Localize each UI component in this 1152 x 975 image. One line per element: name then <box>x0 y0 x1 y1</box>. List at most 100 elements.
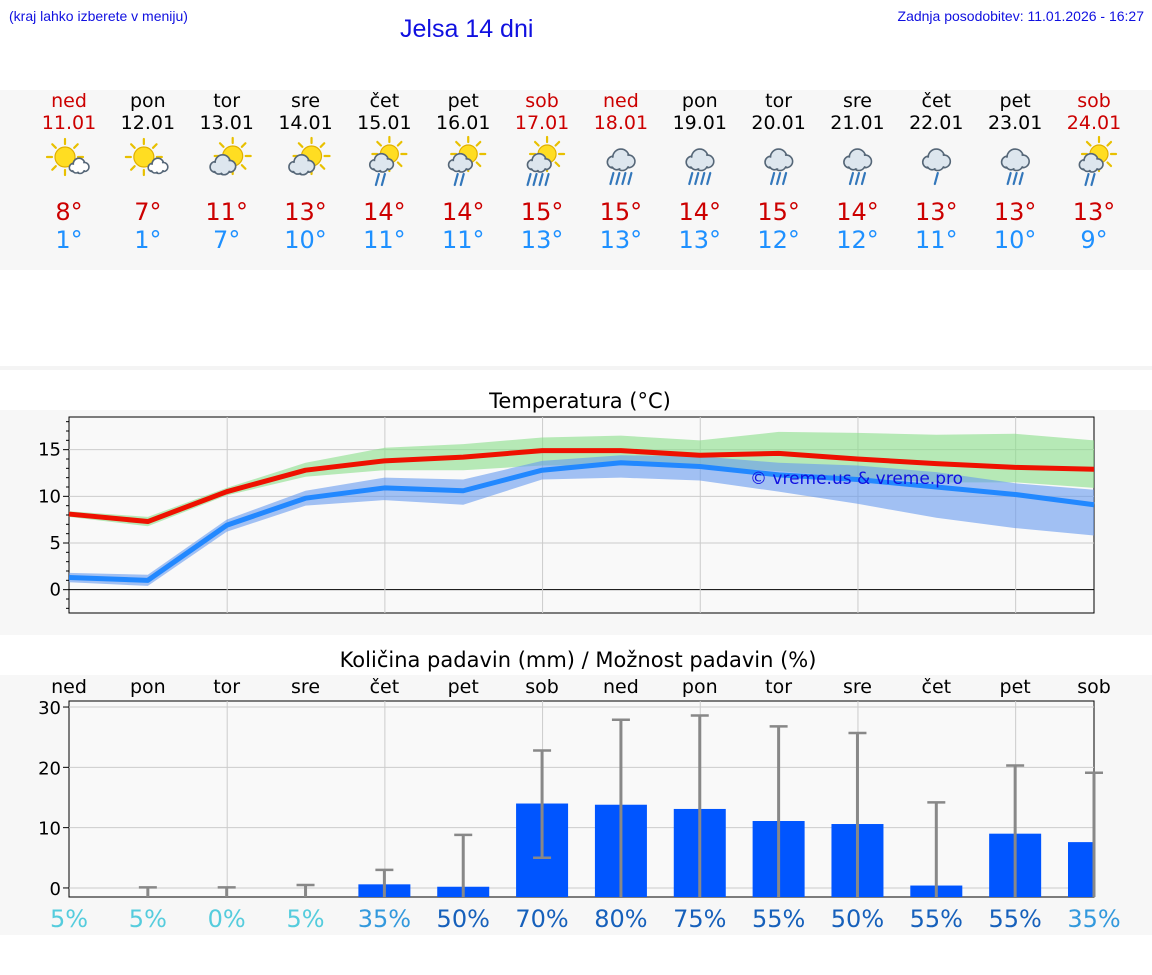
tmin-uncertainty-band <box>69 455 1094 586</box>
precip-probability: 50% <box>831 905 884 933</box>
partly-cloudy-icon <box>209 136 252 176</box>
max-temp: 8° <box>55 198 82 226</box>
min-temp: 7° <box>213 226 240 254</box>
partly-cloudy-icon <box>288 136 331 176</box>
precip-probability: 70% <box>515 905 568 933</box>
precip-day-label: sob <box>1077 676 1111 698</box>
cloud-shape <box>1078 152 1104 173</box>
day-date: 19.01 <box>673 112 727 134</box>
cloud-light-rain-icon <box>921 148 952 186</box>
day-name: sre <box>291 90 320 112</box>
min-temp: 13° <box>521 226 564 254</box>
precip-error-bar <box>690 714 709 897</box>
precip-error-bar <box>454 833 473 897</box>
precip-day-label: čet <box>922 676 952 698</box>
rain-drops <box>770 171 788 186</box>
min-temp: 11° <box>915 226 958 254</box>
day-date: 18.01 <box>594 112 648 134</box>
tmin-line <box>68 460 1095 583</box>
cloud-shape <box>843 148 873 172</box>
temperature-chart-title: Temperatura (°C) <box>488 389 671 413</box>
rain-drops <box>1084 172 1096 187</box>
precip-day-label: pet <box>448 676 479 698</box>
precip-day-label: pet <box>1000 676 1031 698</box>
precip-error-bar <box>927 801 946 897</box>
sun-cloud-rain-icon <box>368 135 408 187</box>
sun-disc <box>54 146 76 168</box>
precip-tick-label: 30 <box>38 698 61 719</box>
min-temp: 11° <box>363 226 406 254</box>
day-name: tor <box>765 90 792 112</box>
min-temp: 11° <box>442 226 485 254</box>
precip-error-bar <box>375 868 394 897</box>
sun-cloud-icon <box>124 137 169 177</box>
max-temp: 13° <box>994 198 1037 226</box>
cloud-rain-icon <box>764 148 794 186</box>
precip-chart-title: Količina padavin (mm) / Možnost padavin … <box>340 648 817 672</box>
day-date: 13.01 <box>199 112 253 134</box>
cloud-rain-icon <box>1000 148 1030 186</box>
precip-error-bar <box>217 886 236 897</box>
sun-cloud-rain-icon <box>1078 135 1118 187</box>
rain-drops <box>374 172 386 187</box>
temperature-tick-label: 10 <box>38 486 61 507</box>
rain-drops <box>933 171 939 186</box>
rain-drops <box>688 171 712 186</box>
sun-cloud-rain-icon <box>447 135 487 187</box>
precip-error-bar <box>296 883 315 897</box>
temperature-tick-label: 0 <box>50 580 61 601</box>
rain-drops <box>1006 171 1024 186</box>
sun-cloud-icon <box>45 137 90 177</box>
precip-day-label: sre <box>291 676 320 698</box>
cloud-shape <box>1000 148 1030 172</box>
precip-error-bar <box>611 718 630 897</box>
cloud-shape <box>209 154 237 176</box>
precip-error-bar <box>848 731 867 897</box>
empty-band <box>0 366 1152 370</box>
day-name: pon <box>682 90 718 112</box>
cloud-shape <box>606 148 636 172</box>
min-temp: 9° <box>1080 226 1107 254</box>
precip-day-label: tor <box>765 676 792 698</box>
day-name: sob <box>1077 90 1111 112</box>
max-temp: 7° <box>134 198 161 226</box>
precip-error-bar <box>769 725 788 897</box>
precip-day-label: sob <box>525 676 559 698</box>
watermark: © vreme.us & vreme.pro <box>750 469 963 489</box>
rain-drops <box>848 171 867 186</box>
precip-error-bar <box>533 749 552 860</box>
page-title: Jelsa 14 dni <box>400 15 534 43</box>
precip-bar <box>1068 842 1094 897</box>
max-temp: 14° <box>678 198 721 226</box>
day-date: 21.01 <box>830 112 884 134</box>
day-date: 16.01 <box>436 112 490 134</box>
cloud-shape <box>447 152 474 173</box>
cloud-rain-icon <box>843 148 873 186</box>
precip-error-bar <box>1006 764 1025 897</box>
precip-probability: 5% <box>286 905 324 933</box>
max-temp: 14° <box>442 198 485 226</box>
precip-probability: 0% <box>208 905 246 933</box>
day-date: 14.01 <box>278 112 332 134</box>
precip-probability: 50% <box>437 905 490 933</box>
precip-probability: 75% <box>673 905 726 933</box>
precip-probability: 5% <box>129 905 167 933</box>
day-name: pet <box>1000 90 1031 112</box>
cloud-shape <box>921 148 952 172</box>
rain-drops <box>453 172 465 187</box>
precip-day-label: pon <box>130 676 166 698</box>
precip-probability: 5% <box>50 905 88 933</box>
max-temp: 13° <box>915 198 958 226</box>
precip-tick-label: 10 <box>38 819 61 840</box>
cloud-shape <box>68 157 90 175</box>
day-name: tor <box>213 90 240 112</box>
forecast-band <box>0 90 1152 270</box>
precip-error-bar <box>1085 771 1103 897</box>
day-date: 24.01 <box>1067 112 1121 134</box>
precip-probability: 80% <box>594 905 647 933</box>
cloud-heavy-rain-icon <box>606 148 636 186</box>
day-date: 20.01 <box>751 112 805 134</box>
location-menu-hint[interactable]: (kraj lahko izberete v meniju) <box>9 8 188 24</box>
max-temp: 15° <box>600 198 643 226</box>
precip-day-label: tor <box>213 676 240 698</box>
